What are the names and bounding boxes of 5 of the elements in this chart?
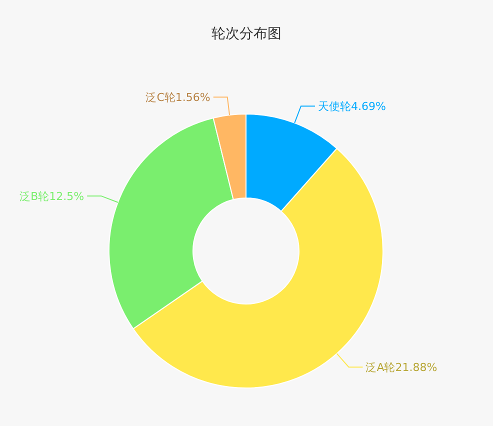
chart-title: 轮次分布图 xyxy=(212,26,282,42)
slice-label: 泛A轮21.88% xyxy=(366,361,438,374)
slice-label: 天使轮4.69% xyxy=(318,100,386,114)
slice-label: 泛C轮1.56% xyxy=(146,91,210,104)
slice-label: 泛B轮12.5% xyxy=(20,190,84,203)
